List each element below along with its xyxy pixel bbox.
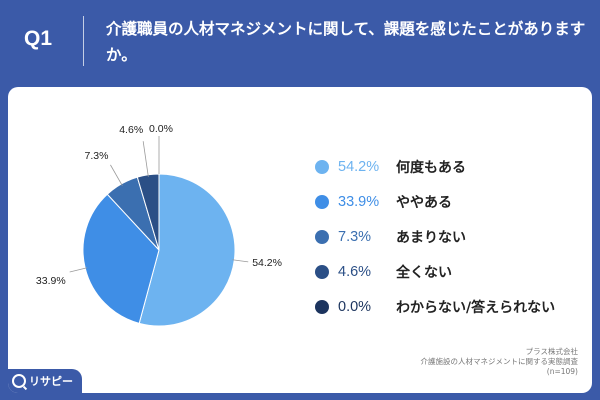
source-sample-size: (n=109) bbox=[546, 367, 578, 376]
source-survey: 介護施設の人材マネジメントに関する実態調査 bbox=[420, 357, 579, 366]
question-text: 介護職員の人材マネジメントに関して、課題を感じたことがありますか。 bbox=[106, 20, 586, 64]
legend-label: わからない/答えられない bbox=[396, 300, 556, 316]
pie-chart: 54.2% 33.9% 7.3% 4.6% 0.0% bbox=[36, 123, 282, 327]
legend-percent: 33.9% bbox=[338, 194, 380, 210]
leader-line-3 bbox=[142, 141, 149, 177]
header-divider bbox=[83, 16, 84, 66]
question-number: Q1 bbox=[24, 27, 53, 50]
legend-item-3: 4.6% 全くない bbox=[315, 262, 585, 282]
legend-percent: 7.3% bbox=[338, 229, 372, 245]
legend-label: 全くない bbox=[396, 265, 452, 281]
legend-label: 何度もある bbox=[396, 160, 466, 176]
legend-dot bbox=[315, 300, 329, 314]
search-icon bbox=[12, 374, 26, 388]
legend: 54.2% 何度もある 33.9% ややある 7.3% あまりない 4.6% 全くない 0.0%… bbox=[315, 157, 585, 332]
legend-percent: 0.0% bbox=[338, 299, 372, 315]
legend-percent: 54.2% bbox=[338, 159, 380, 175]
header: Q1 介護職員の人材マネジメントに関して、課題を感じたことがありますか。 bbox=[0, 0, 600, 82]
leader-line-2 bbox=[110, 164, 123, 186]
slice-label-2: 7.3% bbox=[85, 150, 109, 162]
legend-label: ややある bbox=[396, 195, 452, 211]
source-company: プラス株式会社 bbox=[525, 347, 578, 356]
legend-dot bbox=[315, 160, 329, 174]
slice-label-3: 4.6% bbox=[119, 124, 143, 136]
slice-label-0: 54.2% bbox=[252, 257, 282, 269]
legend-percent: 4.6% bbox=[338, 264, 372, 280]
legend-item-1: 33.9% ややある bbox=[315, 192, 585, 212]
slice-label-1: 33.9% bbox=[36, 275, 66, 287]
legend-item-0: 54.2% 何度もある bbox=[315, 157, 585, 177]
leader-line-1 bbox=[69, 267, 88, 273]
source-note: プラス株式会社 介護施設の人材マネジメントに関する実態調査 (n=109) bbox=[421, 347, 579, 377]
legend-item-2: 7.3% あまりない bbox=[315, 227, 585, 247]
legend-dot bbox=[315, 265, 329, 279]
legend-item-4: 0.0% わからない/答えられない bbox=[315, 297, 585, 317]
logo-text: リサピー bbox=[29, 375, 73, 388]
brand-logo: リサピー bbox=[8, 369, 82, 393]
leader-line-0 bbox=[232, 259, 249, 263]
legend-dot bbox=[315, 195, 329, 209]
legend-dot bbox=[315, 230, 329, 244]
chart-card: 54.2% 33.9% 7.3% 4.6% 0.0% 54.2% 何度もある 33.9% やや… bbox=[8, 87, 592, 393]
legend-label: あまりない bbox=[396, 230, 466, 246]
slice-label-4: 0.0% bbox=[149, 123, 173, 135]
